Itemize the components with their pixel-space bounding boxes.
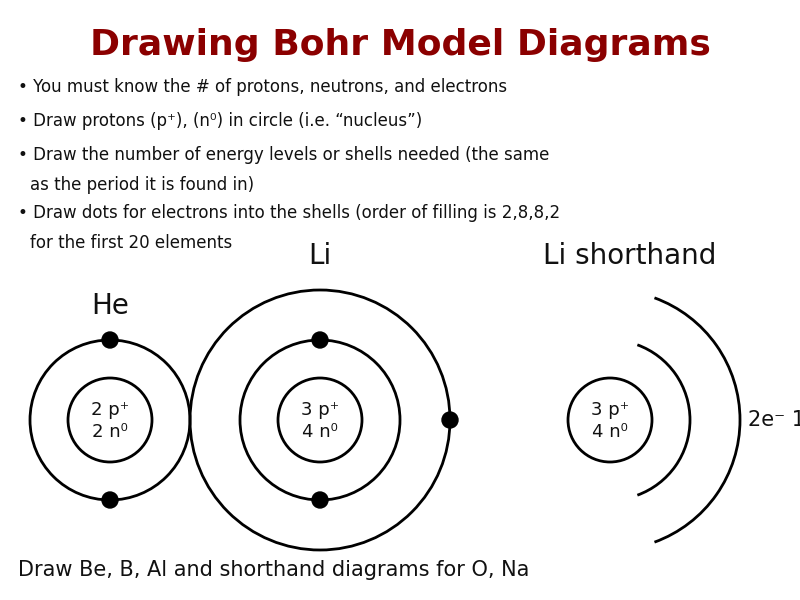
Circle shape <box>312 332 328 348</box>
Text: • Draw protons (p⁺), (n⁰) in circle (i.e. “nucleus”): • Draw protons (p⁺), (n⁰) in circle (i.e… <box>18 112 422 130</box>
Text: Li shorthand: Li shorthand <box>543 242 717 270</box>
Text: • Draw dots for electrons into the shells (order of filling is 2,8,8,2: • Draw dots for electrons into the shell… <box>18 204 560 222</box>
Text: for the first 20 elements: for the first 20 elements <box>30 234 232 252</box>
Text: 4 n⁰: 4 n⁰ <box>592 423 628 441</box>
Circle shape <box>312 492 328 508</box>
Text: Draw Be, B, Al and shorthand diagrams for O, Na: Draw Be, B, Al and shorthand diagrams fo… <box>18 560 530 580</box>
Circle shape <box>102 492 118 508</box>
Text: He: He <box>91 292 129 320</box>
Text: • You must know the # of protons, neutrons, and electrons: • You must know the # of protons, neutro… <box>18 78 507 96</box>
Circle shape <box>442 412 458 428</box>
Text: 2 n⁰: 2 n⁰ <box>92 423 128 441</box>
Circle shape <box>102 332 118 348</box>
Text: as the period it is found in): as the period it is found in) <box>30 176 254 194</box>
Circle shape <box>568 378 652 462</box>
Text: Drawing Bohr Model Diagrams: Drawing Bohr Model Diagrams <box>90 28 710 62</box>
Text: 3 p⁺: 3 p⁺ <box>301 401 339 419</box>
Text: 2 p⁺: 2 p⁺ <box>91 401 129 419</box>
Text: 3 p⁺: 3 p⁺ <box>591 401 629 419</box>
Text: Li: Li <box>308 242 332 270</box>
Text: • Draw the number of energy levels or shells needed (the same: • Draw the number of energy levels or sh… <box>18 146 550 164</box>
Text: 4 n⁰: 4 n⁰ <box>302 423 338 441</box>
Text: 2e⁻ 1e⁻: 2e⁻ 1e⁻ <box>748 410 800 430</box>
Circle shape <box>278 378 362 462</box>
Circle shape <box>68 378 152 462</box>
